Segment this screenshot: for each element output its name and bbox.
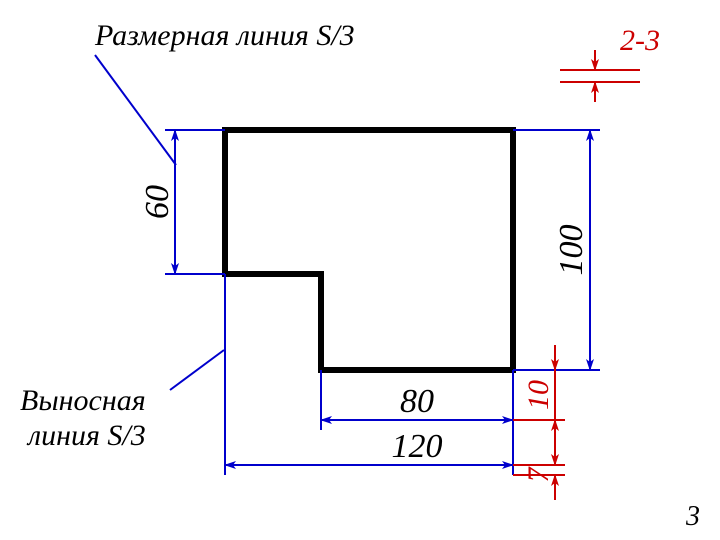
top-label-text: Размерная линия S/3 xyxy=(94,19,355,52)
dimension-60: 60 xyxy=(139,130,225,274)
page-number: 3 xyxy=(685,501,700,532)
dim-60-text: 60 xyxy=(139,185,176,219)
dim-80-text: 80 xyxy=(400,383,434,420)
dimension-80: 80 xyxy=(321,370,513,430)
dimension-2-3: 2-3 xyxy=(560,24,660,102)
bottom-label-text-1: Выносная xyxy=(20,384,146,417)
dimension-100: 100 xyxy=(513,130,600,370)
dimension-7: 7 xyxy=(513,440,565,500)
dim-120-text: 120 xyxy=(392,428,443,465)
dimension-120: 120 xyxy=(225,274,513,475)
dim-10-text: 10 xyxy=(522,380,555,410)
dim-7-text: 7 xyxy=(522,466,555,483)
bottom-label-text-2: линия S/3 xyxy=(26,419,146,452)
bottom-label-leader: Выносная линия S/3 xyxy=(20,350,224,452)
dim-2-3-text: 2-3 xyxy=(620,24,660,57)
drawing-canvas: 60 100 80 120 10 7 xyxy=(0,0,720,540)
dim-100-text: 100 xyxy=(553,225,590,276)
part-outline xyxy=(225,130,513,370)
dimension-10: 10 xyxy=(513,345,565,445)
